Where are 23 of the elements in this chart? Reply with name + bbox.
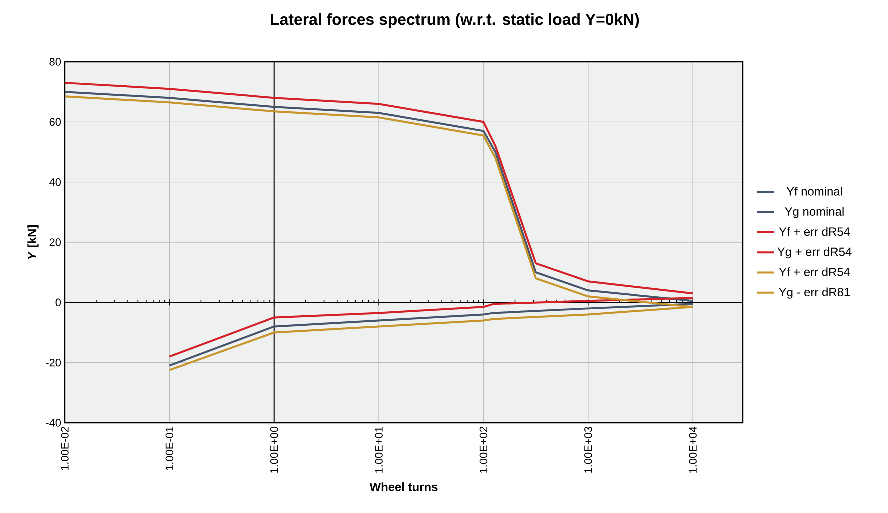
y-tick-label: 60 xyxy=(50,118,62,126)
legend-label: Yf nominal xyxy=(786,187,842,196)
x-tick-label: 1.00E+02 xyxy=(480,427,488,473)
y-tick-label: 40 xyxy=(50,178,62,186)
x-tick-label: 1.00E+04 xyxy=(689,426,697,473)
y-tick-label: 80 xyxy=(50,58,62,66)
legend-label: Yf + err dR54 xyxy=(779,227,850,236)
y-tick-label: 0 xyxy=(56,298,62,307)
y-axis-title: Y [kN] xyxy=(28,225,39,260)
x-tick-label: 1.00E-01 xyxy=(166,427,174,470)
y-tick-label: -20 xyxy=(46,358,62,367)
x-tick-label: 1.00E+03 xyxy=(584,427,592,473)
legend-label: Yg + err dR54 xyxy=(778,248,852,259)
y-tick-label: -40 xyxy=(46,419,62,427)
legend-label: Yf + err dR54 xyxy=(779,268,850,276)
x-tick-label: 1.00E+00 xyxy=(270,426,278,473)
legend-label: Yg nominal xyxy=(785,207,844,218)
x-tick-label: 1.00E+01 xyxy=(375,427,383,473)
x-axis-title: Wheel turns xyxy=(370,482,438,492)
y-tick-label: 20 xyxy=(50,238,62,246)
chart-title: Lateral forces spectrum (w.r.t. static load Y=0kN) xyxy=(271,14,640,28)
legend-label: Yg - err dR81 xyxy=(779,288,850,299)
x-tick-label: 1.00E-02 xyxy=(61,427,69,470)
